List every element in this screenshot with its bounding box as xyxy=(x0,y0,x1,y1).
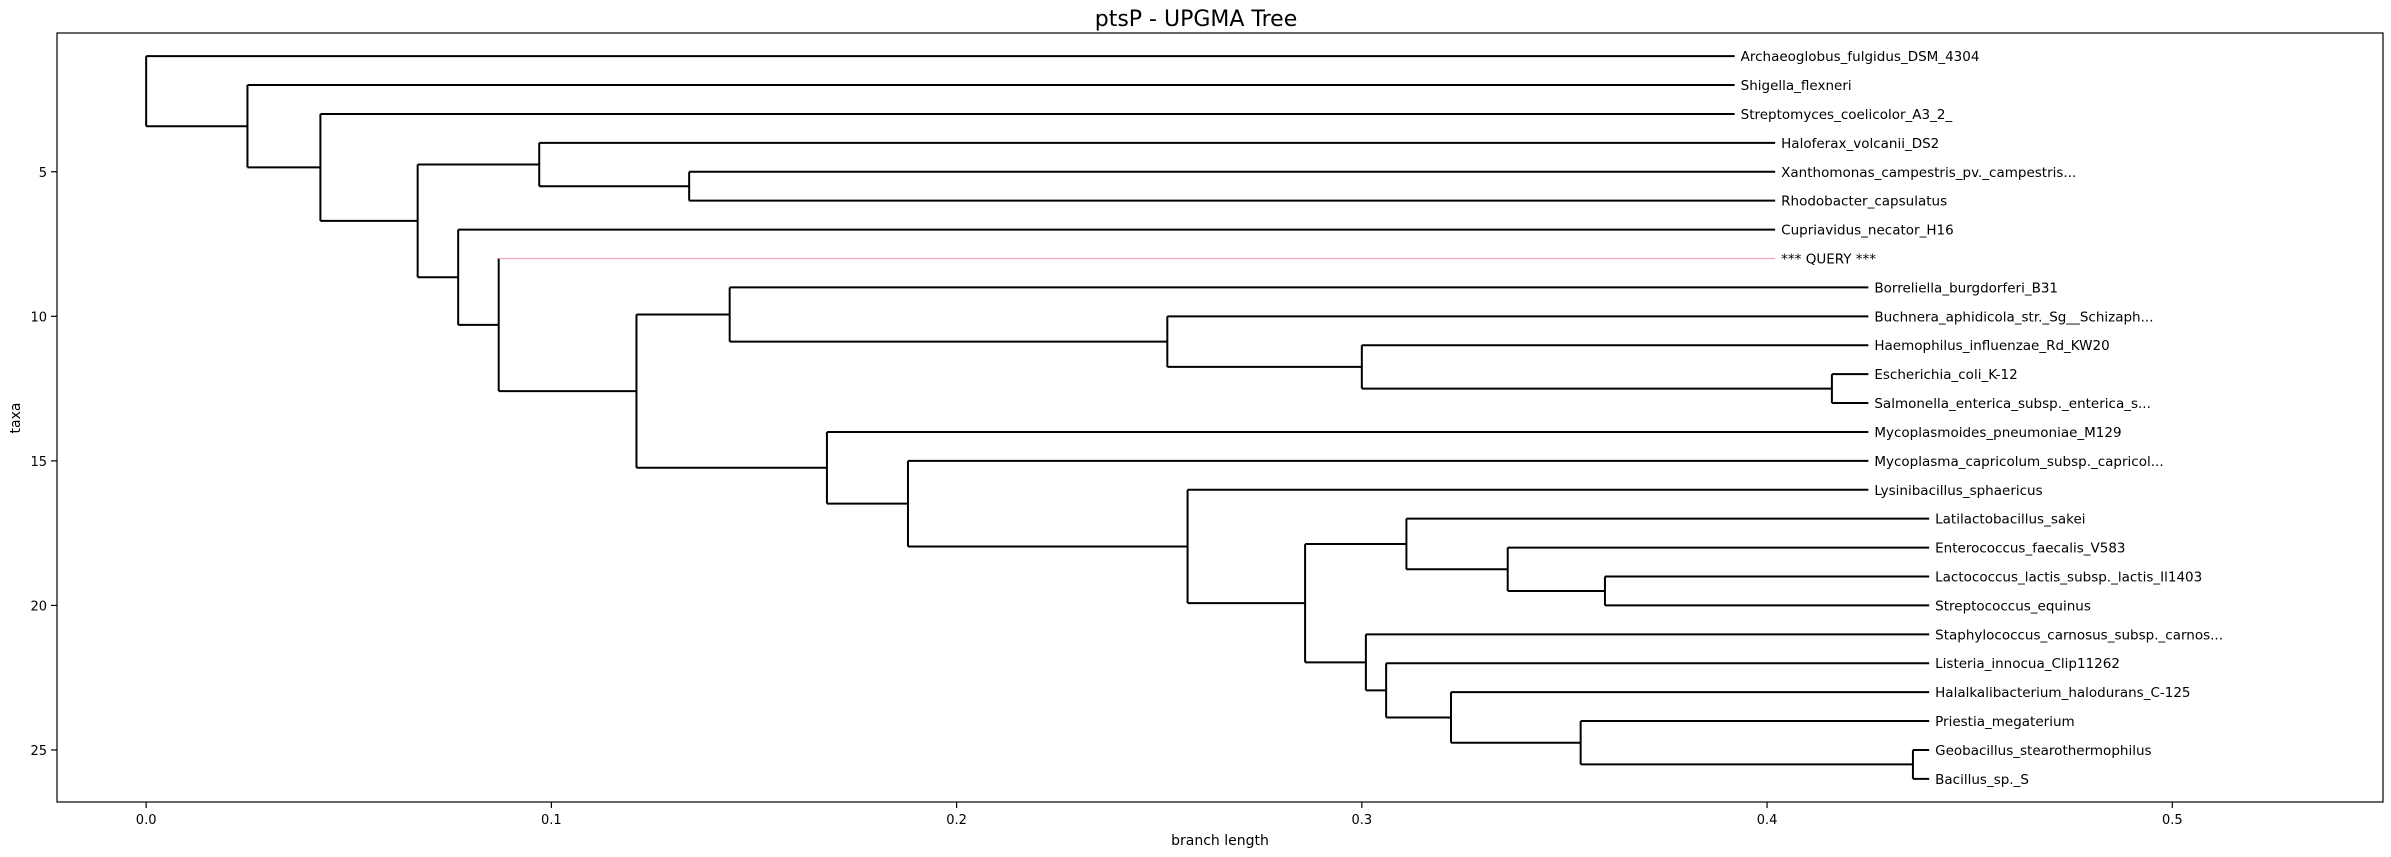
leaf-label: Buchnera_aphidicola_str._Sg__Schizaph... xyxy=(1874,309,2153,325)
leaf-label: Lactococcus_lactis_subsp._lactis_Il1403 xyxy=(1935,570,2202,586)
leaf-label: Priestia_megaterium xyxy=(1935,714,2075,730)
query-leaf-label: *** QUERY *** xyxy=(1781,251,1876,267)
leaf-label: Staphylococcus_carnosus_subsp._carnos... xyxy=(1935,627,2223,643)
x-tick-label: 0.5 xyxy=(2162,813,2183,828)
leaf-label: Streptomyces_coelicolor_A3_2_ xyxy=(1741,107,1953,123)
leaf-label: Shigella_flexneri xyxy=(1741,78,1852,94)
leaf-label: Lysinibacillus_sphaericus xyxy=(1874,483,2042,499)
leaf-label: Mycoplasmoides_pneumoniae_M129 xyxy=(1874,425,2121,441)
x-tick-label: 0.2 xyxy=(946,813,967,828)
plot-frame xyxy=(56,32,2384,803)
leaf-label: Listeria_innocua_Clip11262 xyxy=(1935,656,2120,672)
x-tick-label: 0.0 xyxy=(136,813,157,828)
leaf-label: Mycoplasma_capricolum_subsp._capricol... xyxy=(1874,454,2163,470)
leaf-label: Enterococcus_faecalis_V583 xyxy=(1935,541,2125,557)
y-axis-ticks: 5 10 15 20 25 xyxy=(30,166,57,759)
leaf-label: Streptococcus_equinus xyxy=(1935,598,2091,614)
x-axis-ticks: 0.0 0.1 0.2 0.3 0.4 0.5 xyxy=(136,802,2183,828)
leaf-label: Borreliella_burgdorferi_B31 xyxy=(1874,280,2058,296)
y-tick-label: 5 xyxy=(39,166,47,181)
y-tick-label: 15 xyxy=(30,455,47,470)
leaf-label: Escherichia_coli_K-12 xyxy=(1874,367,2017,383)
leaf-label: Latilactobacillus_sakei xyxy=(1935,512,2085,528)
leaf-labels: Archaeoglobus_fulgidus_DSM_4304 Shigella_… xyxy=(1741,49,2223,788)
x-tick-label: 0.1 xyxy=(541,813,562,828)
leaf-label: Archaeoglobus_fulgidus_DSM_4304 xyxy=(1741,49,1980,65)
leaf-label: Bacillus_sp._S xyxy=(1935,772,2029,788)
tree-branches xyxy=(145,55,1930,780)
y-tick-label: 25 xyxy=(30,744,47,759)
x-tick-label: 0.4 xyxy=(1757,813,1778,828)
leaf-label: Haloferax_volcanii_DS2 xyxy=(1781,136,1939,152)
x-tick-label: 0.3 xyxy=(1351,813,1372,828)
leaf-label: Haemophilus_influenzae_Rd_KW20 xyxy=(1874,338,2109,354)
y-tick-label: 20 xyxy=(30,599,47,614)
chart-title: ptsP - UPGMA Tree xyxy=(1095,7,1298,32)
y-tick-label: 10 xyxy=(30,310,47,325)
leaf-label: Rhodobacter_capsulatus xyxy=(1781,194,1947,210)
x-axis-label: branch length xyxy=(1171,833,1269,849)
leaf-label: Halalkalibacterium_halodurans_C-125 xyxy=(1935,685,2190,701)
leaf-label: Salmonella_enterica_subsp._enterica_s... xyxy=(1874,396,2151,412)
leaf-label: Geobacillus_stearothermophilus xyxy=(1935,743,2151,759)
y-axis-label: taxa xyxy=(8,403,24,434)
leaf-label: Cupriavidus_necator_H16 xyxy=(1781,223,1954,239)
leaf-label: Xanthomonas_campestris_pv._campestris... xyxy=(1781,165,2076,181)
